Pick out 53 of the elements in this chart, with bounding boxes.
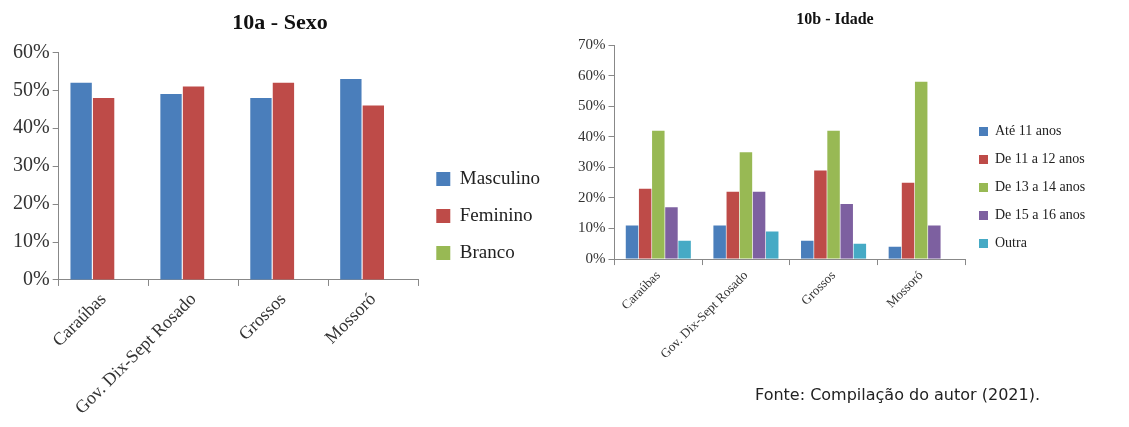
- bar: [914, 81, 928, 259]
- bar: [665, 207, 678, 259]
- bar: [340, 78, 362, 280]
- y-tick-label: 50%: [578, 97, 606, 114]
- bar: [652, 130, 665, 259]
- y-tick-label: 10%: [12, 229, 50, 252]
- bar: [901, 182, 915, 259]
- source-note: Fonte: Compilação do autor (2021).: [755, 385, 1041, 404]
- y-tick-label: 10%: [578, 219, 606, 236]
- legend-label: Masculino: [459, 166, 541, 188]
- bar: [678, 240, 691, 259]
- bar: [840, 204, 853, 259]
- legend-label: Até 11 anos: [995, 123, 1062, 139]
- y-tick-label: 0%: [585, 250, 606, 267]
- legend-label: Branco: [459, 240, 515, 262]
- bar: [726, 191, 740, 259]
- bar: [92, 97, 115, 280]
- y-tick-label: 0%: [22, 267, 50, 290]
- y-tick-label: 20%: [12, 191, 50, 214]
- bar: [272, 82, 295, 280]
- bar: [928, 225, 941, 259]
- bar: [765, 231, 779, 259]
- y-tick-label: 40%: [12, 115, 50, 138]
- legend-label: Feminino: [459, 203, 533, 225]
- y-tick-label: 50%: [12, 77, 50, 100]
- legend-label: De 15 a 16 anos: [995, 207, 1086, 223]
- legend-label: De 13 a 14 anos: [995, 179, 1086, 195]
- bar: [739, 152, 753, 259]
- chart-title: 10a - Sexo: [232, 8, 328, 34]
- bar: [853, 243, 867, 259]
- bar: [888, 246, 902, 259]
- bar: [362, 105, 385, 280]
- bar: [752, 191, 766, 259]
- bar: [182, 86, 205, 280]
- y-tick-label: 60%: [578, 66, 606, 83]
- chart-title: 10b - Idade: [796, 9, 874, 27]
- bar: [713, 225, 726, 259]
- bar: [638, 188, 652, 259]
- legend-label: Outra: [995, 235, 1028, 251]
- bar: [70, 82, 92, 280]
- legend-label: De 11 a 12 anos: [995, 151, 1085, 167]
- bar: [827, 130, 840, 259]
- bar: [160, 94, 182, 280]
- bar: [250, 97, 272, 280]
- y-tick-label: 40%: [578, 127, 606, 144]
- y-tick-label: 30%: [12, 153, 50, 176]
- y-tick-label: 30%: [578, 158, 606, 175]
- bar: [625, 225, 639, 259]
- bar: [814, 170, 827, 259]
- bar: [801, 240, 814, 259]
- y-tick-label: 20%: [578, 188, 606, 205]
- y-tick-label: 70%: [578, 36, 606, 53]
- y-tick-label: 60%: [12, 39, 50, 62]
